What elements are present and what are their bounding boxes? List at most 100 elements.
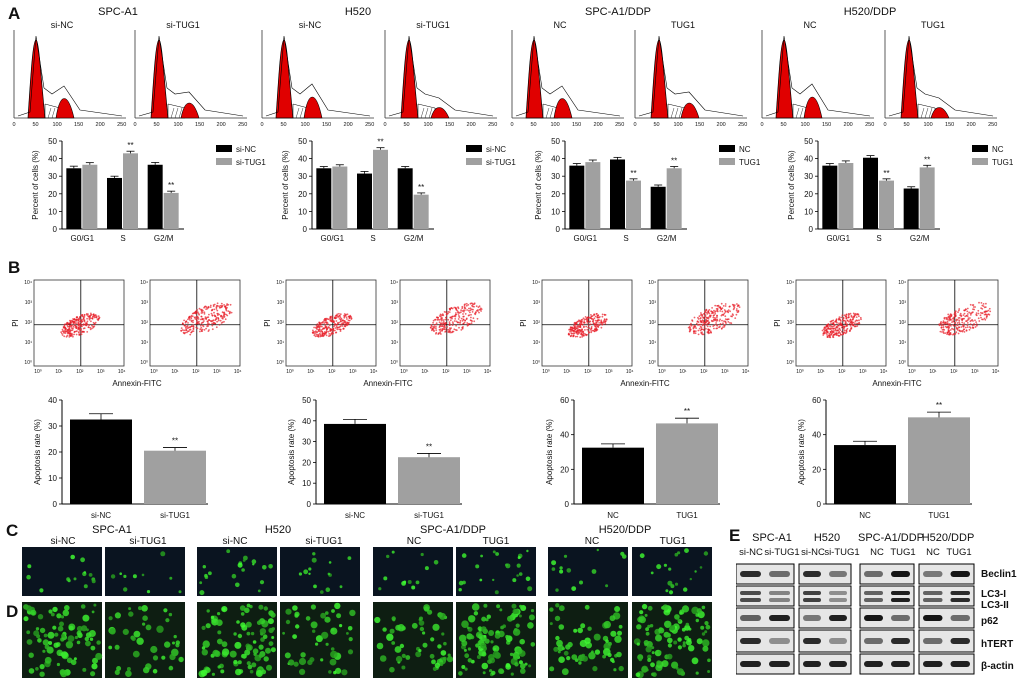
fluorescent-cell (294, 611, 300, 617)
flow-event (461, 307, 464, 310)
fluorescent-cell (382, 627, 387, 632)
blot-strip (736, 653, 795, 675)
flow-event (63, 335, 66, 338)
flow-event (330, 333, 333, 335)
flow-event (732, 305, 735, 308)
flow-event (702, 333, 705, 336)
flow-event (965, 314, 968, 317)
flow-y-label: PI (263, 319, 272, 327)
y-tick-label: 30 (298, 172, 307, 181)
fluorescence-tile-d (197, 602, 277, 678)
flow-event (735, 313, 738, 316)
flow-event (845, 324, 848, 327)
flow-x-tick: 10¹ (55, 369, 63, 375)
flow-event (472, 317, 475, 320)
fluorescent-cell (27, 564, 32, 569)
flow-event (938, 324, 941, 327)
flow-event (77, 319, 80, 322)
flow-event (574, 328, 577, 331)
y-axis-label: Percent of cells (%) (534, 150, 543, 220)
flow-event (200, 322, 203, 325)
fluorescent-cell (584, 604, 590, 610)
flow-event (579, 320, 581, 323)
flow-event (580, 319, 583, 321)
fluorescent-cell (707, 658, 711, 663)
fluorescent-cell (257, 589, 261, 593)
y-tick-label: 10 (48, 474, 57, 483)
panel-letter-c: C (6, 521, 19, 540)
fluorescent-cell (519, 604, 523, 608)
flow-event (92, 314, 95, 317)
flow-event (78, 334, 81, 336)
fluorescent-cell (295, 624, 300, 629)
blot-band (803, 638, 821, 644)
fluorescent-cell (298, 657, 307, 666)
blot-strip (798, 653, 852, 675)
blot-strip (859, 563, 915, 585)
flow-event (941, 328, 944, 331)
fluorescent-cell (312, 629, 316, 633)
histogram-tick: 100 (300, 122, 309, 128)
hatch-line (295, 107, 300, 119)
flow-event (826, 334, 828, 336)
flow-event (958, 321, 961, 323)
flow-event (325, 330, 328, 333)
fluorescent-cell (677, 637, 682, 642)
fluorescent-cell (514, 628, 518, 632)
flow-event (957, 311, 959, 313)
flow-event (586, 318, 588, 321)
fluorescent-cell (216, 619, 223, 626)
flow-event (944, 321, 946, 324)
flow-y-tick: 10⁴ (390, 280, 398, 286)
fluorescent-cell (80, 604, 86, 609)
flow-event (472, 308, 474, 311)
flow-event (80, 314, 82, 317)
flow-event (857, 322, 859, 325)
significance-marker: ** (630, 169, 636, 178)
flow-event (458, 312, 461, 314)
flow-event (201, 324, 204, 327)
wb-lane-5: NC (870, 547, 884, 558)
flow-event (586, 328, 589, 331)
flow-event (720, 308, 723, 311)
blot-strip (798, 607, 852, 629)
flow-event (969, 303, 972, 306)
flow-event (587, 316, 590, 318)
fluorescent-cell (56, 613, 62, 619)
flow-x-tick: 10² (192, 369, 200, 375)
fluorescent-cell (675, 666, 679, 670)
flow-event (585, 325, 588, 328)
hatch-line (428, 107, 433, 119)
flow-event (713, 327, 715, 330)
flow-event (463, 315, 465, 318)
flow-event (947, 323, 950, 326)
flow-event (589, 317, 592, 319)
flow-event (445, 311, 447, 313)
flow-event (326, 317, 328, 320)
flow-event (944, 332, 947, 334)
flow-y-tick: 10³ (141, 300, 149, 306)
flow-event (577, 331, 579, 334)
fluorescent-cell (492, 578, 495, 582)
g1-peak (775, 39, 794, 119)
y-tick-label: 0 (303, 225, 308, 234)
fluorescent-cell (614, 606, 621, 612)
flow-event (714, 304, 717, 307)
flow-event (967, 317, 970, 319)
significance-marker: ** (127, 141, 133, 150)
flow-event (69, 320, 72, 323)
flow-event (583, 334, 585, 337)
flow-event (67, 332, 70, 334)
fluorescent-cell (492, 650, 500, 658)
flow-event (985, 316, 988, 319)
blot-strip (918, 629, 975, 653)
significance-marker: ** (883, 169, 889, 178)
flow-y-tick: 10¹ (533, 340, 541, 346)
fluorescent-cell (234, 641, 242, 649)
blot-frame (736, 585, 795, 607)
fluorescent-cell (42, 649, 46, 653)
y-tick-label: 0 (809, 225, 814, 234)
flow-event (724, 324, 726, 327)
flow-event (217, 317, 220, 319)
